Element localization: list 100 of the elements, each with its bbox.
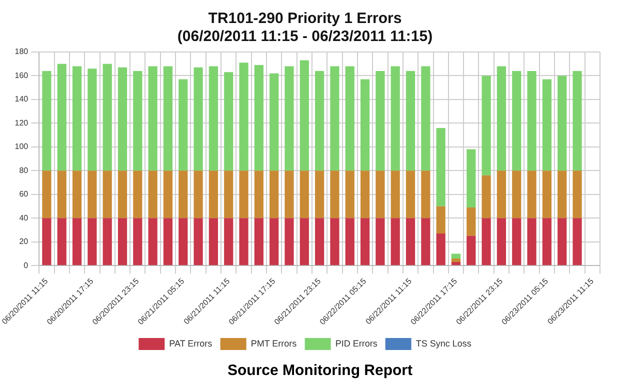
bar bbox=[300, 170, 309, 218]
bar bbox=[315, 218, 324, 266]
bar bbox=[527, 218, 536, 266]
bar bbox=[72, 66, 82, 171]
bar bbox=[254, 65, 264, 171]
bar bbox=[482, 218, 491, 266]
bar bbox=[572, 70, 582, 171]
bar bbox=[300, 218, 309, 266]
bar bbox=[572, 170, 582, 218]
bar bbox=[376, 218, 385, 266]
bar bbox=[360, 79, 370, 171]
bar bbox=[284, 66, 294, 171]
bar bbox=[558, 170, 567, 218]
y-tick-label: 60 bbox=[19, 190, 29, 199]
bar bbox=[148, 66, 158, 171]
bar bbox=[451, 258, 461, 262]
bar bbox=[558, 218, 567, 266]
bar bbox=[194, 170, 203, 218]
bar bbox=[224, 170, 234, 218]
bar bbox=[451, 262, 461, 266]
bar bbox=[406, 70, 416, 171]
bar bbox=[330, 66, 340, 171]
bar bbox=[527, 170, 536, 218]
bar bbox=[376, 170, 385, 218]
bar bbox=[360, 218, 370, 266]
bar bbox=[482, 76, 491, 176]
bar bbox=[239, 218, 248, 266]
bar bbox=[102, 218, 112, 266]
y-tick-label: 160 bbox=[14, 70, 29, 80]
bar bbox=[102, 64, 112, 171]
source-note: Source Monitoring Report bbox=[226, 361, 414, 381]
y-tick-label: 120 bbox=[14, 118, 29, 128]
bar bbox=[194, 67, 203, 171]
bar bbox=[496, 170, 506, 218]
bar bbox=[512, 218, 522, 266]
bar bbox=[118, 218, 128, 266]
bar bbox=[390, 170, 400, 218]
y-tick-label: 100 bbox=[14, 142, 29, 152]
bar bbox=[315, 170, 324, 218]
y-tick-label: 180 bbox=[14, 47, 29, 56]
bar bbox=[482, 175, 491, 218]
bar bbox=[102, 170, 112, 218]
bar bbox=[345, 218, 354, 266]
bar bbox=[148, 218, 158, 266]
bar bbox=[163, 218, 173, 266]
bar bbox=[390, 66, 400, 171]
bar bbox=[572, 218, 582, 266]
bar bbox=[300, 60, 309, 171]
bar bbox=[376, 70, 385, 171]
bar bbox=[254, 218, 264, 266]
bar bbox=[315, 70, 324, 171]
bar bbox=[345, 170, 354, 218]
bar bbox=[57, 64, 66, 171]
bar bbox=[496, 218, 506, 266]
bar bbox=[558, 76, 567, 171]
bar bbox=[88, 218, 97, 266]
bar bbox=[194, 218, 203, 266]
bar bbox=[542, 218, 552, 266]
y-tick-label: 20 bbox=[19, 237, 29, 246]
bar bbox=[88, 170, 97, 218]
bar bbox=[270, 170, 279, 218]
bar bbox=[466, 207, 476, 236]
bar bbox=[239, 62, 248, 171]
y-tick-label: 40 bbox=[19, 213, 29, 222]
bar bbox=[406, 218, 416, 266]
bar bbox=[421, 170, 430, 218]
bar bbox=[178, 170, 188, 218]
bar bbox=[512, 70, 522, 171]
legend-label: PID Errors bbox=[335, 338, 378, 348]
bar bbox=[224, 72, 234, 171]
bar bbox=[345, 66, 354, 171]
bar bbox=[436, 128, 446, 206]
bar bbox=[542, 170, 552, 218]
bar bbox=[330, 170, 340, 218]
bar bbox=[466, 236, 476, 266]
bar bbox=[390, 218, 400, 266]
bar bbox=[406, 170, 416, 218]
bar bbox=[133, 218, 142, 266]
bar bbox=[163, 66, 173, 171]
bar bbox=[133, 170, 142, 218]
bar bbox=[163, 170, 173, 218]
bar bbox=[88, 68, 97, 171]
bar bbox=[421, 66, 430, 171]
bar bbox=[148, 170, 158, 218]
bar bbox=[42, 170, 52, 218]
bar bbox=[224, 218, 234, 266]
bar bbox=[118, 170, 128, 218]
bar bbox=[284, 170, 294, 218]
bar bbox=[133, 70, 142, 171]
y-tick-label: 80 bbox=[19, 166, 29, 175]
bar bbox=[360, 170, 370, 218]
bar bbox=[496, 66, 506, 171]
bar bbox=[254, 170, 264, 218]
bar bbox=[527, 70, 536, 171]
bar bbox=[208, 170, 218, 218]
bar bbox=[178, 79, 188, 171]
bar bbox=[208, 218, 218, 266]
bar bbox=[421, 218, 430, 266]
bar bbox=[42, 218, 52, 266]
bar bbox=[118, 67, 128, 171]
